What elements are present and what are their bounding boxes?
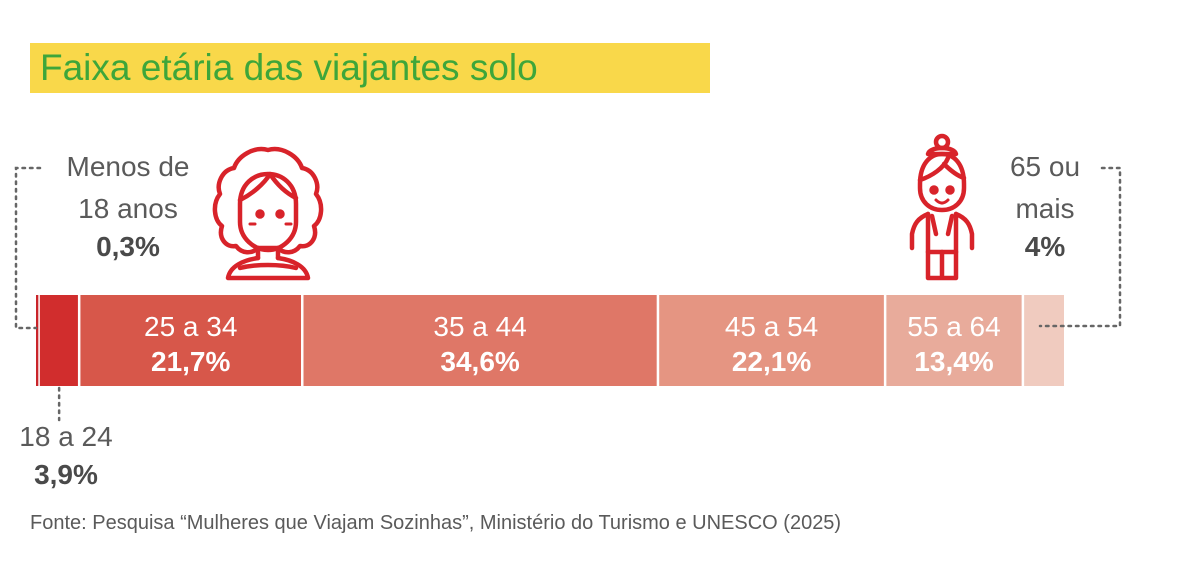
- value-65-ou-mais: 4%: [1025, 231, 1066, 262]
- bar-menos-de-18-anos: [36, 295, 40, 386]
- bar-segments: [36, 295, 1064, 386]
- label-65-ou-mais-line2: mais: [1015, 193, 1074, 224]
- chart-title: Faixa etária das viajantes solo: [40, 47, 538, 88]
- label-45-a-54: 45 a 54: [725, 311, 818, 342]
- label-65-ou-mais-line1: 65 ou: [1010, 151, 1080, 182]
- bar-45-a-54: [657, 295, 886, 386]
- bar-65-ou-mais: [1022, 295, 1064, 386]
- bar-25-a-34: [79, 295, 303, 386]
- value-45-a-54: 22,1%: [732, 346, 811, 377]
- elderly-woman-icon: [909, 133, 975, 281]
- leader-line-65-plus: [1038, 166, 1122, 328]
- label-55-a-64: 55 a 64: [907, 311, 1000, 342]
- segment-labels: 25 a 34 21,7% 35 a 44 34,6% 45 a 54 22,1% 55 a…: [19, 151, 1080, 490]
- value-menos-de-18-anos: 0,3%: [96, 231, 160, 262]
- title-highlight: [30, 43, 710, 93]
- value-18-a-24: 3,9%: [34, 459, 98, 490]
- label-25-a-34: 25 a 34: [144, 311, 237, 342]
- bar-55-a-64: [885, 295, 1023, 386]
- leader-line-under-18: [14, 166, 42, 330]
- young-woman-curly-hair-icon: [212, 146, 324, 281]
- source-note: Fonte: Pesquisa “Mulheres que Viajam Soz…: [30, 512, 842, 534]
- label-18-a-24: 18 a 24: [19, 421, 112, 452]
- label-menos-de-18-anos-line2: 18 anos: [78, 193, 178, 224]
- bar-35-a-44: [302, 295, 658, 386]
- label-menos-de-18-anos-line1: Menos de: [67, 151, 190, 182]
- value-25-a-34: 21,7%: [151, 346, 230, 377]
- leader-lines: [14, 166, 1122, 422]
- value-35-a-44: 34,6%: [440, 346, 519, 377]
- label-35-a-44: 35 a 44: [433, 311, 526, 342]
- value-55-a-64: 13,4%: [914, 346, 993, 377]
- bar-18-a-24: [39, 295, 80, 386]
